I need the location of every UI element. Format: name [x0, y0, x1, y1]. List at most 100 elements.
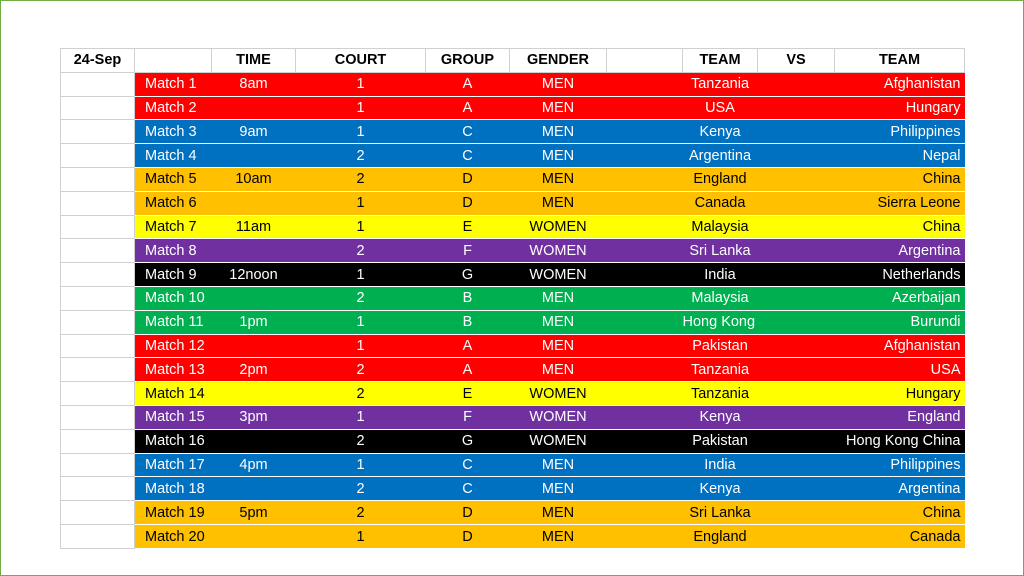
team-1-cell: Kenya [682, 405, 758, 430]
table-row: Match 9 12noon 1 G WOMEN India Netherlands [60, 262, 965, 287]
table-row: Match 16 2 G WOMEN Pakistan Hong Kong China [60, 428, 965, 454]
team-1-cell: Canada [682, 191, 758, 216]
time-cell [211, 238, 296, 263]
time-cell: 3pm [211, 405, 296, 430]
vs-cell [757, 262, 835, 287]
spacer-cell [606, 238, 683, 263]
spacer-cell [606, 429, 683, 454]
time-cell: 9am [211, 119, 296, 144]
spacer-cell [606, 476, 683, 501]
gender-cell: MEN [509, 167, 607, 192]
table-row: Match 4 2 C MEN Argentina Nepal [60, 143, 965, 168]
table-row: Match 2 1 A MEN USA Hungary [60, 95, 965, 121]
team-1-cell: Sri Lanka [682, 500, 758, 525]
match-label: Match 1 [134, 72, 212, 97]
match-label: Match 17 [134, 453, 212, 477]
match-label: Match 14 [134, 381, 212, 406]
date-cell [60, 500, 135, 525]
gender-cell: MEN [509, 310, 607, 335]
match-label: Match 20 [134, 524, 212, 549]
team-1-cell: Tanzania [682, 381, 758, 406]
date-cell [60, 476, 135, 502]
spacer-cell [606, 453, 683, 477]
team-1-cell: India [682, 453, 758, 477]
team-2-cell: Hong Kong China [834, 429, 965, 454]
spacer-cell [606, 72, 683, 97]
team-1-cell: Tanzania [682, 72, 758, 97]
time-cell [211, 143, 296, 168]
table-row: Match 6 1 D MEN Canada Sierra Leone [60, 190, 965, 216]
group-cell: E [425, 381, 510, 406]
vs-cell [757, 453, 835, 477]
group-cell: A [425, 96, 510, 120]
time-cell: 11am [211, 215, 296, 239]
court-cell: 1 [295, 72, 426, 97]
group-cell: F [425, 405, 510, 430]
table-row: Match 7 11am 1 E WOMEN Malaysia China [60, 214, 965, 240]
team-2-cell: Argentina [834, 476, 965, 501]
match-label: Match 16 [134, 429, 212, 454]
gender-cell: MEN [509, 286, 607, 311]
match-label: Match 2 [134, 96, 212, 120]
header-row: 24-Sep TIME COURT GROUP GENDER TEAM VS T… [60, 48, 965, 73]
match-label: Match 19 [134, 500, 212, 525]
court-cell: 2 [295, 381, 426, 406]
court-cell: 1 [295, 96, 426, 120]
team-1-cell: Tanzania [682, 357, 758, 382]
group-cell: C [425, 143, 510, 168]
vs-cell [757, 476, 835, 501]
team-1-cell: England [682, 167, 758, 192]
gender-cell: WOMEN [509, 405, 607, 430]
table-row: Match 19 5pm 2 D MEN Sri Lanka China [60, 500, 965, 525]
spacer-cell [606, 167, 683, 192]
vs-cell [757, 500, 835, 525]
date-cell [60, 71, 135, 97]
court-cell: 2 [295, 429, 426, 454]
vs-cell [757, 286, 835, 311]
team-2-cell: Afghanistan [834, 334, 965, 358]
spacer-cell [606, 119, 683, 144]
time-cell: 4pm [211, 453, 296, 477]
team-2-cell: Philippines [834, 119, 965, 144]
header-team-1: TEAM [682, 48, 758, 73]
team-1-cell: Hong Kong China [682, 310, 758, 335]
team-2-cell: Nepal [834, 143, 965, 168]
team-2-cell: China [834, 215, 965, 239]
gender-cell: MEN [509, 72, 607, 97]
time-cell [211, 429, 296, 454]
date-cell [60, 262, 135, 287]
gender-cell: WOMEN [509, 429, 607, 454]
date-cell [60, 357, 135, 383]
date-cell [60, 404, 135, 430]
match-label: Match 11 [134, 310, 212, 335]
vs-cell [757, 119, 835, 144]
team-1-cell: Sri Lanka [682, 238, 758, 263]
vs-cell [757, 357, 835, 382]
date-cell [60, 119, 135, 145]
court-cell: 2 [295, 167, 426, 192]
time-cell [211, 334, 296, 358]
court-cell: 1 [295, 334, 426, 358]
vs-cell [757, 238, 835, 263]
header-gender: GENDER [509, 48, 607, 73]
match-label: Match 5 [134, 167, 212, 192]
match-label: Match 12 [134, 334, 212, 358]
group-cell: C [425, 119, 510, 144]
vs-cell [757, 405, 835, 430]
schedule-table: 24-Sep TIME COURT GROUP GENDER TEAM VS T… [60, 48, 965, 549]
spacer-cell [606, 96, 683, 120]
court-cell: 2 [295, 286, 426, 311]
date-cell [60, 333, 135, 359]
group-cell: D [425, 524, 510, 549]
date-cell [60, 381, 135, 406]
team-1-cell: Malaysia [682, 286, 758, 311]
team-2-cell: Hungary [834, 381, 965, 406]
gender-cell: MEN [509, 191, 607, 216]
group-cell: A [425, 72, 510, 97]
spacer-cell [606, 286, 683, 311]
date-cell [60, 452, 135, 478]
spacer-cell [606, 310, 683, 335]
match-label: Match 4 [134, 143, 212, 168]
time-cell: 5pm [211, 500, 296, 525]
table-row: Match 20 1 D MEN England Canada [60, 523, 965, 549]
